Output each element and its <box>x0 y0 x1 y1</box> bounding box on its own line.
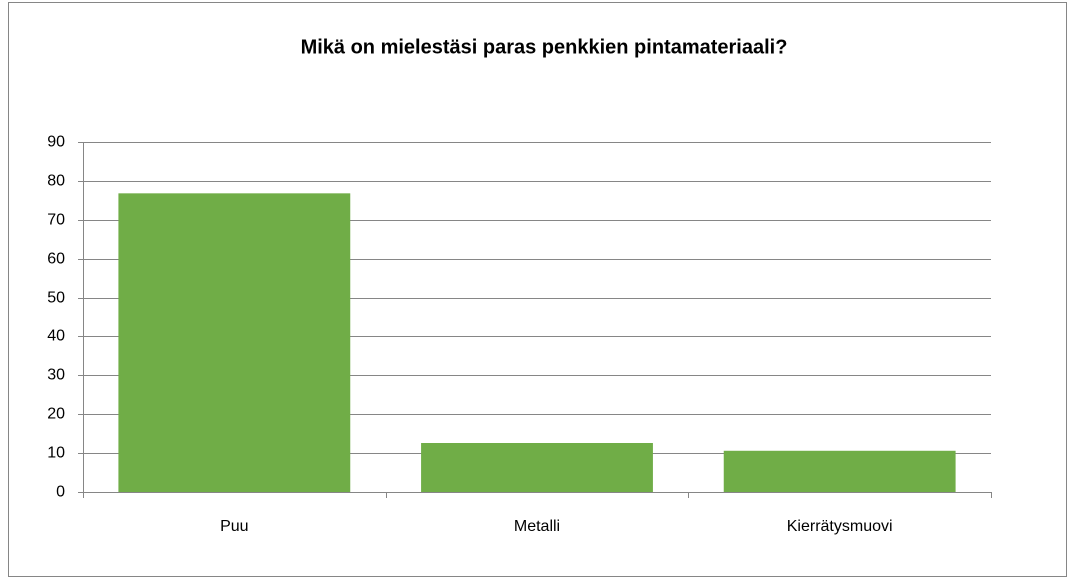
x-tick-label: Metalli <box>514 518 560 535</box>
y-tick-label: 20 <box>47 406 65 423</box>
y-tick-label: 30 <box>47 367 65 384</box>
y-tick-label: 90 <box>47 134 65 151</box>
y-tick-label: 60 <box>47 251 65 268</box>
x-tick-label: Kierrätysmuovi <box>787 518 893 535</box>
chart-title: Mikä on mielestäsi paras penkkien pintam… <box>301 36 788 58</box>
bar <box>118 193 351 493</box>
y-tick-label: 10 <box>47 445 65 462</box>
bar <box>421 443 653 492</box>
y-tick-label: 80 <box>47 173 65 190</box>
y-tick-label: 50 <box>47 290 65 307</box>
y-tick-label: 0 <box>56 484 65 501</box>
x-tick-label: Puu <box>220 518 248 535</box>
y-tick-label: 40 <box>47 328 65 345</box>
y-tick-label: 70 <box>47 212 65 229</box>
bar <box>723 450 956 492</box>
